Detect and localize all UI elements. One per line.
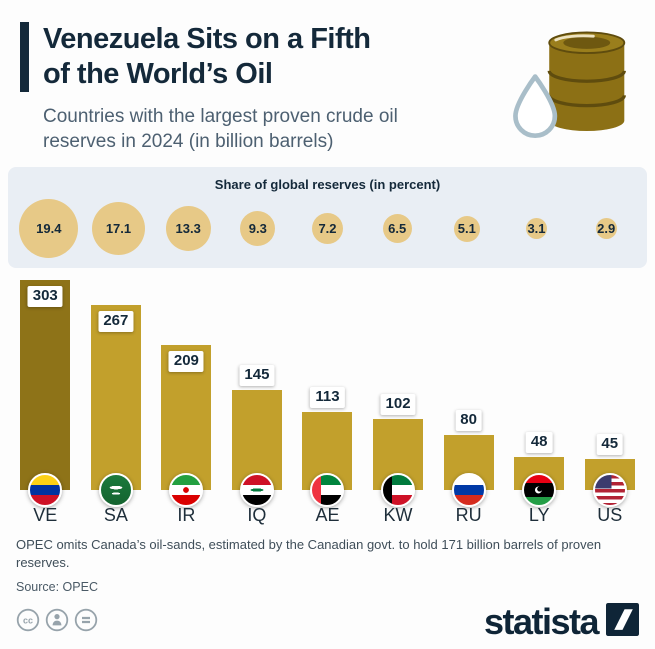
country-code-label: US — [597, 504, 623, 525]
license-badges: cc — [16, 608, 98, 637]
share-bubble-cell: 5.1 — [432, 198, 502, 260]
bar-column-KW: 102 KW — [363, 276, 434, 526]
title-line-1: Venezuela Sits on a Fifth — [43, 23, 371, 55]
share-bubble: 9.3 — [240, 211, 276, 247]
country-code-label: VE — [33, 504, 58, 525]
bar-chart: 303 VE 267 SA 209 IR 145 IQ 113 AE 102 KW 80 RU 48 LY 45… — [0, 276, 655, 526]
country-code-label: SA — [103, 504, 128, 525]
share-value: 7.2 — [318, 221, 337, 237]
statista-logo-icon — [606, 603, 639, 641]
share-value: 19.4 — [36, 221, 62, 237]
header: Venezuela Sits on a Fifth of the World’s… — [0, 0, 655, 165]
flag-icon-iran — [169, 472, 204, 507]
share-bubble: 5.1 — [453, 215, 480, 242]
bar-SA — [90, 304, 141, 490]
share-bubble-cell: 13.3 — [153, 198, 223, 260]
bar-VE — [20, 279, 71, 490]
bar-value-label: 102 — [380, 394, 416, 415]
share-bubble: 7.2 — [311, 213, 343, 245]
flag-icon-saudi-arabia — [98, 472, 133, 507]
share-bubble-cell: 17.1 — [84, 198, 154, 260]
subtitle: Countries with the largest proven crude … — [43, 105, 398, 153]
flag-icon-united-states — [592, 472, 627, 507]
share-bubble-cell: 6.5 — [362, 198, 432, 260]
share-value: 2.9 — [597, 221, 616, 237]
share-value: 5.1 — [457, 221, 476, 237]
country-code-label: RU — [455, 504, 482, 525]
share-value: 6.5 — [388, 221, 407, 237]
flag-icon-kuwait — [381, 472, 416, 507]
statista-logo[interactable]: statista — [484, 603, 639, 641]
no-derivatives-icon[interactable] — [74, 608, 98, 637]
bar-value-label: 45 — [596, 434, 624, 455]
share-bubble: 3.1 — [525, 218, 547, 240]
share-bubble-cell: 3.1 — [502, 198, 572, 260]
bar-column-US: 45 US — [574, 276, 645, 526]
title-line-2: of the World’s Oil — [43, 57, 273, 90]
bar-value-label: 48 — [525, 432, 553, 453]
svg-text:cc: cc — [23, 615, 33, 625]
bottom-bar: cc statista — [0, 603, 655, 641]
bar-value-label: 113 — [310, 387, 345, 408]
bar-column-VE: 303 VE — [10, 276, 81, 526]
share-bubble-cell: 19.4 — [14, 198, 84, 260]
flag-icon-venezuela — [28, 472, 63, 507]
share-bubble: 19.4 — [19, 199, 79, 259]
oil-drop-icon — [513, 74, 558, 138]
bar-column-AE: 113 AE — [292, 276, 363, 526]
share-band-heading: Share of global reserves (in percent) — [214, 176, 441, 192]
flag-icon-libya — [522, 472, 557, 507]
footnote: OPEC omits Canada’s oil-sands, estimated… — [16, 536, 602, 571]
share-band: Share of global reserves (in percent) 19… — [8, 166, 647, 268]
share-value: 13.3 — [175, 221, 201, 237]
source-label: Source: OPEC — [16, 580, 98, 595]
country-code-label: IQ — [247, 504, 267, 525]
share-bubble-cell: 2.9 — [571, 198, 641, 260]
bar-column-IQ: 145 IQ — [222, 276, 293, 526]
bar-value-label: 80 — [455, 410, 482, 431]
bar-value-label: 145 — [239, 365, 275, 386]
share-value: 17.1 — [105, 221, 132, 237]
creative-commons-icon[interactable]: cc — [16, 608, 40, 637]
page-title: Venezuela Sits on a Fifth of the World’s… — [20, 22, 631, 92]
bar-column-SA: 267 SA — [81, 276, 152, 526]
share-bubble: 2.9 — [595, 218, 617, 240]
bar-column-LY: 48 LY — [504, 276, 575, 526]
country-code-label: LY — [528, 504, 550, 525]
attribution-icon[interactable] — [45, 608, 69, 637]
share-value: 9.3 — [248, 221, 267, 237]
flag-icon-united-arab-emirates — [310, 472, 345, 507]
country-code-label: IR — [177, 504, 196, 525]
statista-wordmark: statista — [483, 601, 600, 642]
country-code-label: AE — [315, 504, 340, 525]
share-bubble-cell: 9.3 — [223, 198, 293, 260]
share-bubble: 13.3 — [165, 206, 211, 252]
bar-column-IR: 209 IR — [151, 276, 222, 526]
flag-icon-russia — [451, 472, 486, 507]
bar-value-label: 267 — [98, 311, 134, 332]
bar-value-label: 209 — [168, 351, 204, 372]
share-bubble: 17.1 — [91, 202, 145, 256]
share-bubble-cell: 7.2 — [293, 198, 363, 260]
share-bubbles: 19.4 17.1 13.3 9.3 7.2 6.5 5.1 3.1 2.9 — [14, 198, 641, 260]
country-code-label: KW — [383, 504, 413, 525]
flag-icon-iraq — [239, 472, 274, 507]
bar-column-RU: 80 RU — [433, 276, 504, 526]
bar-value-label: 303 — [27, 286, 63, 307]
share-bubble: 6.5 — [382, 214, 412, 244]
share-value: 3.1 — [527, 221, 546, 237]
oil-barrel-icon — [507, 24, 629, 151]
